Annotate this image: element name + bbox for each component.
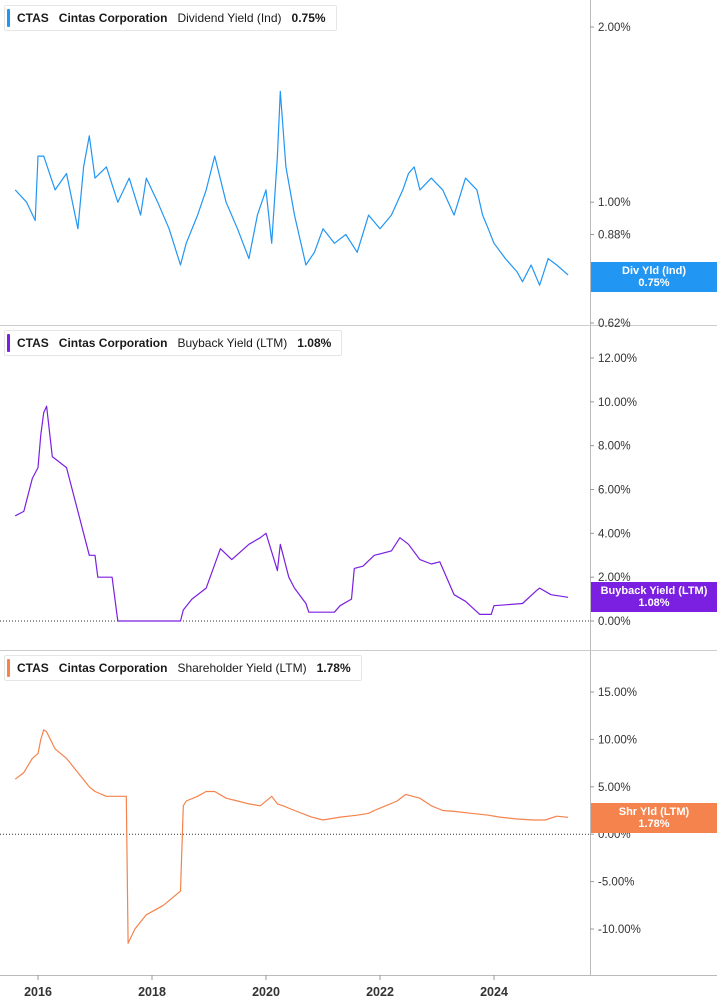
legend-ticker: CTAS	[17, 661, 49, 675]
legend-value: 1.08%	[297, 336, 332, 350]
y-tick-label: -5.00%	[598, 877, 634, 889]
legend-color-bar	[7, 9, 10, 27]
y-tick-label: -10.00%	[598, 924, 641, 936]
legend-company: Cintas Corporation	[58, 11, 168, 25]
x-tick-label: 2022	[366, 985, 394, 999]
legend-metric: Shareholder Yield (LTM)	[177, 661, 307, 675]
y-tick-label: 4.00%	[598, 528, 631, 540]
legend-value: 1.78%	[316, 661, 351, 675]
y-tick-label: 2.00%	[598, 22, 631, 34]
y-tick-label: 15.00%	[598, 687, 637, 699]
series-line	[14, 405, 569, 622]
legend-panel-1: CTAS Cintas Corporation Dividend Yield (…	[4, 5, 337, 31]
tag-value: 1.78%	[638, 818, 670, 830]
y-tick-label: 8.00%	[598, 441, 631, 453]
x-tick-label: 2016	[24, 985, 52, 999]
legend-color-bar	[7, 659, 10, 677]
tag-label: Buyback Yield (LTM)	[600, 585, 708, 597]
x-tick-label: 2018	[138, 985, 166, 999]
value-tag-panel-2: Buyback Yield (LTM) 1.08%	[591, 582, 717, 612]
legend-ticker: CTAS	[17, 336, 49, 350]
value-tag-panel-3: Shr Yld (LTM) 1.78%	[591, 803, 717, 833]
legend-company: Cintas Corporation	[58, 661, 168, 675]
legend-company: Cintas Corporation	[58, 336, 168, 350]
legend-metric: Dividend Yield (Ind)	[177, 11, 282, 25]
y-tick-label: 10.00%	[598, 734, 637, 746]
series-line	[14, 90, 569, 286]
legend-panel-3: CTAS Cintas Corporation Shareholder Yiel…	[4, 655, 362, 681]
x-tick-label: 2024	[480, 985, 508, 999]
y-tick-label: 0.00%	[598, 616, 631, 628]
legend-color-bar	[7, 334, 10, 352]
legend-panel-2: CTAS Cintas Corporation Buyback Yield (L…	[4, 330, 343, 356]
y-tick-label: 5.00%	[598, 782, 631, 794]
legend-ticker: CTAS	[17, 11, 49, 25]
tag-label: Div Yld (Ind)	[622, 265, 686, 277]
y-tick-label: 0.62%	[598, 318, 631, 330]
y-tick-label: 2.00%	[598, 572, 631, 584]
series-line	[14, 729, 569, 944]
tag-value: 0.75%	[638, 277, 670, 289]
y-tick-label: 6.00%	[598, 485, 631, 497]
tag-value: 1.08%	[638, 597, 670, 609]
legend-value: 0.75%	[291, 11, 326, 25]
y-tick-label: 1.00%	[598, 197, 631, 209]
value-tag-panel-1: Div Yld (Ind) 0.75%	[591, 262, 717, 292]
legend-metric: Buyback Yield (LTM)	[177, 336, 288, 350]
y-tick-label: 12.00%	[598, 353, 637, 365]
y-tick-label: 0.88%	[598, 229, 631, 241]
tag-label: Shr Yld (LTM)	[618, 806, 690, 818]
y-tick-label: 10.00%	[598, 397, 637, 409]
x-tick-label: 2020	[252, 985, 280, 999]
